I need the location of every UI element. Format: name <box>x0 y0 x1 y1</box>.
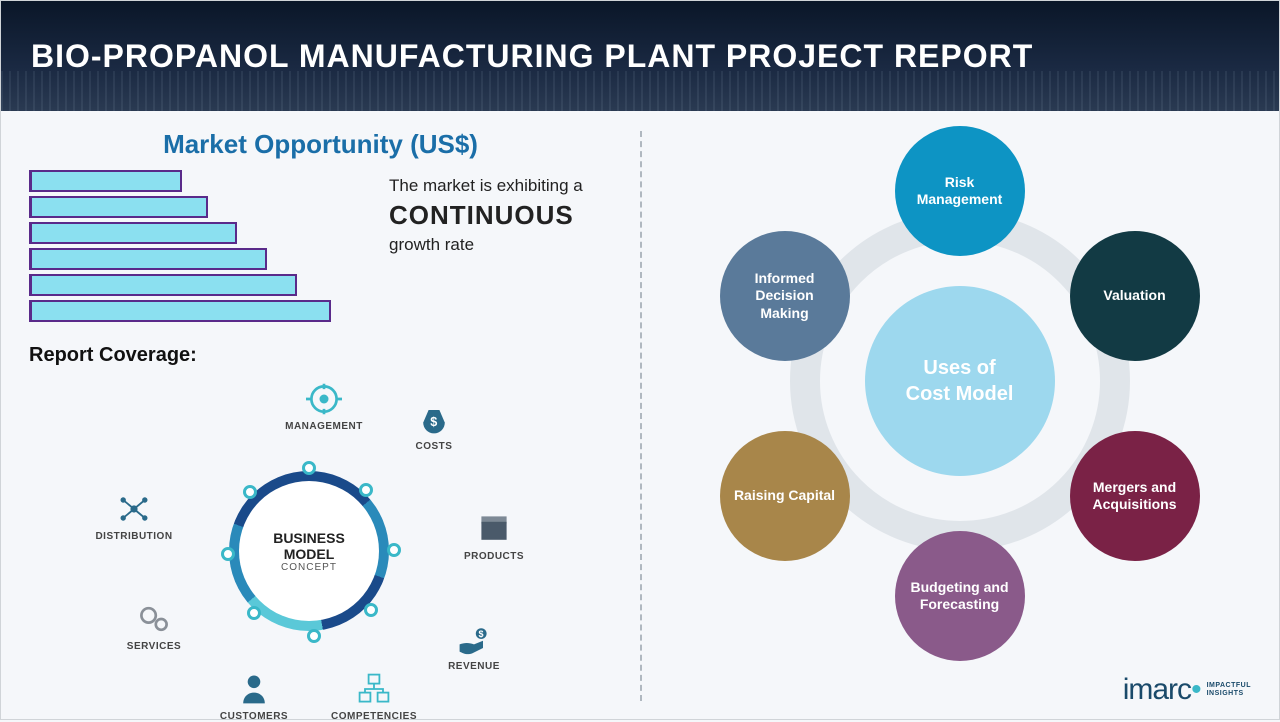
bm-item-customers: CUSTOMERS <box>209 671 299 722</box>
bar <box>29 170 182 192</box>
bm-item-label: SERVICES <box>109 641 199 652</box>
bm-item-label: PRODUCTS <box>449 551 539 562</box>
logo-dot-icon: • <box>1191 673 1201 706</box>
business-model-center: BUSINESS MODEL CONCEPT <box>239 481 379 621</box>
logo-sub1: IMPACTFUL <box>1207 682 1251 689</box>
market-chart-area: The market is exhibiting a CONTINUOUS gr… <box>29 170 612 326</box>
use-node: Raising Capital <box>720 431 850 561</box>
bm-connector-node <box>221 547 235 561</box>
bar-chart <box>29 170 369 326</box>
bar-row <box>29 274 369 296</box>
bm-center-l2: MODEL <box>284 546 335 562</box>
page-title: BIO-PROPANOL MANUFACTURING PLANT PROJECT… <box>31 38 1033 75</box>
bm-connector-node <box>247 606 261 620</box>
uses-center: Uses ofCost Model <box>865 286 1055 476</box>
bm-item-management: MANAGEMENT <box>279 381 369 432</box>
bm-item-label: COSTS <box>389 441 479 452</box>
logo-text: imarc• <box>1123 673 1201 707</box>
bm-connector-node <box>359 483 373 497</box>
bm-connector-node <box>302 461 316 475</box>
growth-pre: The market is exhibiting a <box>389 176 612 196</box>
panel-divider <box>640 131 642 701</box>
bar <box>29 196 208 218</box>
logo-brand: imarc <box>1123 673 1191 706</box>
growth-emphasis: CONTINUOUS <box>389 200 612 231</box>
gears-icon <box>136 601 172 637</box>
bm-item-costs: $ COSTS <box>389 401 479 452</box>
logo-tagline: IMPACTFULINSIGHTS <box>1207 682 1251 697</box>
org-icon <box>356 671 392 707</box>
bm-item-revenue: $ REVENUE <box>429 621 519 672</box>
bm-item-distribution: DISTRIBUTION <box>89 491 179 542</box>
bar-row <box>29 222 369 244</box>
bar <box>29 222 237 244</box>
bar <box>29 274 297 296</box>
left-panel: Market Opportunity (US$) The market is e… <box>1 111 640 721</box>
bm-item-products: PRODUCTS <box>449 511 539 562</box>
bar <box>29 248 267 270</box>
network-icon <box>116 491 152 527</box>
use-node: Informed Decision Making <box>720 231 850 361</box>
bm-connector-node <box>387 543 401 557</box>
bar-row <box>29 300 369 322</box>
bm-item-label: REVENUE <box>429 661 519 672</box>
bm-connector-node <box>364 603 378 617</box>
hand-coin-icon: $ <box>456 621 492 657</box>
brand-logo: imarc• IMPACTFULINSIGHTS <box>1123 673 1251 707</box>
market-opportunity-title: Market Opportunity (US$) <box>29 129 612 160</box>
body: Market Opportunity (US$) The market is e… <box>1 111 1279 721</box>
use-node: Risk Management <box>895 126 1025 256</box>
uses-diagram: Uses ofCost Model Risk ManagementValuati… <box>680 131 1240 691</box>
logo-sub2: INSIGHTS <box>1207 690 1244 697</box>
bm-item-services: SERVICES <box>109 601 199 652</box>
bm-item-label: CUSTOMERS <box>209 711 299 722</box>
bm-item-label: MANAGEMENT <box>279 421 369 432</box>
svg-text:$: $ <box>478 629 483 639</box>
use-node: Mergers and Acquisitions <box>1070 431 1200 561</box>
header-banner: BIO-PROPANOL MANUFACTURING PLANT PROJECT… <box>1 1 1279 111</box>
money-bag-icon: $ <box>416 401 452 437</box>
bm-center-l3: CONCEPT <box>281 562 337 573</box>
bm-item-label: DISTRIBUTION <box>89 531 179 542</box>
growth-post: growth rate <box>389 235 612 255</box>
bm-connector-node <box>243 485 257 499</box>
bm-item-label: COMPETENCIES <box>329 711 419 722</box>
use-node: Valuation <box>1070 231 1200 361</box>
person-icon <box>236 671 272 707</box>
right-panel: Uses ofCost Model Risk Management Valuati… <box>640 111 1279 721</box>
box-icon <box>476 511 512 547</box>
bar <box>29 300 331 322</box>
business-model-diagram: BUSINESS MODEL CONCEPT MANAGEMENT $ COSTS P… <box>29 361 589 701</box>
svg-text:$: $ <box>430 415 437 429</box>
gear-bulb-icon <box>306 381 342 417</box>
bar-row <box>29 170 369 192</box>
bm-connector-node <box>307 629 321 643</box>
bar-row <box>29 196 369 218</box>
bm-item-competencies: COMPETENCIES <box>329 671 419 722</box>
bm-center-l1: BUSINESS <box>273 530 345 546</box>
bar-row <box>29 248 369 270</box>
use-node: Budgeting and Forecasting <box>895 531 1025 661</box>
growth-text: The market is exhibiting a CONTINUOUS gr… <box>389 170 612 326</box>
